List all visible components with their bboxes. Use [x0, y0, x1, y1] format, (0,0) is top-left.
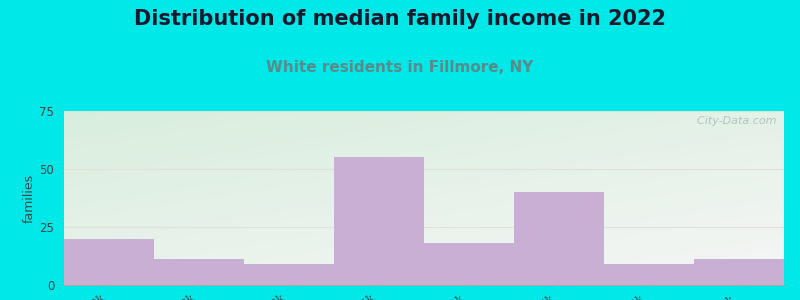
Text: Distribution of median family income in 2022: Distribution of median family income in … [134, 9, 666, 29]
Y-axis label: families: families [22, 173, 35, 223]
Text: City-Data.com: City-Data.com [690, 116, 777, 126]
Bar [604, 264, 694, 285]
Bar [424, 243, 514, 285]
Bar [334, 158, 424, 285]
Bar [694, 260, 784, 285]
Bar [64, 238, 154, 285]
Bar [514, 192, 604, 285]
Bar [154, 260, 244, 285]
Text: White residents in Fillmore, NY: White residents in Fillmore, NY [266, 60, 534, 75]
Bar [244, 264, 334, 285]
